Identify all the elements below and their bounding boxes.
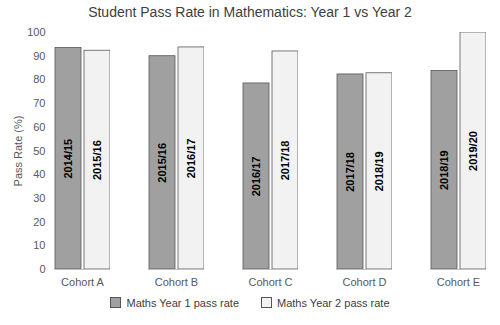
svg-text:10: 10 [33,239,45,251]
svg-text:70: 70 [33,97,45,109]
html-text:Maths Year 1 pass rate: Maths Year 1 pass rate [126,297,239,309]
svg-text:80: 80 [33,73,45,85]
svg-text:Pass Rate (%): Pass Rate (%) [12,116,24,187]
svg-text:Cohort A: Cohort A [61,276,104,288]
svg-text:2018/19: 2018/19 [438,150,450,190]
svg-text:2017/18: 2017/18 [279,141,291,181]
svg-text:2017/18: 2017/18 [344,152,356,192]
svg-text:2019/20: 2019/20 [467,131,479,171]
svg-text:60: 60 [33,121,45,133]
html-text:Maths Year 2 pass rate: Maths Year 2 pass rate [277,297,390,309]
svg-text:Cohort C: Cohort C [248,276,292,288]
svg-text:Cohort E: Cohort E [437,276,480,288]
svg-text:2018/19: 2018/19 [373,151,385,191]
svg-text:2016/17: 2016/17 [250,157,262,197]
svg-text:2014/15: 2014/15 [62,139,74,179]
svg-text:40: 40 [33,168,45,180]
svg-text:2015/16: 2015/16 [156,143,168,183]
svg-text:0: 0 [39,263,45,275]
svg-text:Cohort D: Cohort D [342,276,386,288]
html-text:Student Pass Rate in Mathemati: Student Pass Rate in Mathematics: Year 1… [88,4,412,20]
svg-text:30: 30 [33,192,45,204]
svg-text:2015/16: 2015/16 [91,140,103,180]
svg-text:100: 100 [27,26,45,38]
svg-text:Cohort B: Cohort B [155,276,198,288]
svg-text:50: 50 [33,145,45,157]
svg-text:20: 20 [33,216,45,228]
svg-text:2016/17: 2016/17 [185,139,197,179]
svg-text:90: 90 [33,50,45,62]
